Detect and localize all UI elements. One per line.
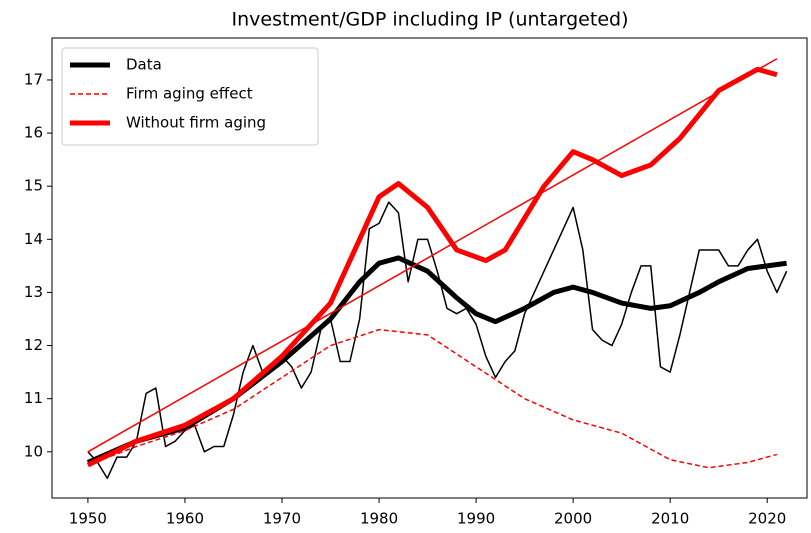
plot-frame [51,37,808,499]
series-line [87,201,788,480]
y-tick-label: 14 [24,230,43,248]
series-line [87,58,778,453]
series-line [87,328,778,469]
y-tick-label: 16 [24,124,43,142]
legend-label: Firm aging effect [126,85,253,103]
y-tick-label: 15 [24,177,43,195]
x-tick-label: 1950 [69,510,107,528]
x-tick-label: 1990 [457,510,495,528]
y-tick-label: 13 [24,283,43,301]
y-tick-label: 12 [24,336,43,354]
series-line [86,66,778,468]
x-tick-label: 2010 [651,510,689,528]
legend-box [61,47,319,146]
x-tick-label: 2020 [748,510,786,528]
series-line [86,255,787,465]
legend-label: Without firm aging [126,114,266,132]
y-tick-label: 11 [24,389,43,407]
chart-title: Investment/GDP including IP (untargeted) [232,9,629,31]
x-tick-label: 1980 [360,510,398,528]
x-tick-label: 2000 [554,510,592,528]
legend-label: Data [126,56,162,74]
y-tick-label: 17 [24,70,43,88]
x-tick-label: 1970 [263,510,301,528]
y-tick-label: 10 [24,442,43,460]
x-tick-label: 1960 [166,510,204,528]
